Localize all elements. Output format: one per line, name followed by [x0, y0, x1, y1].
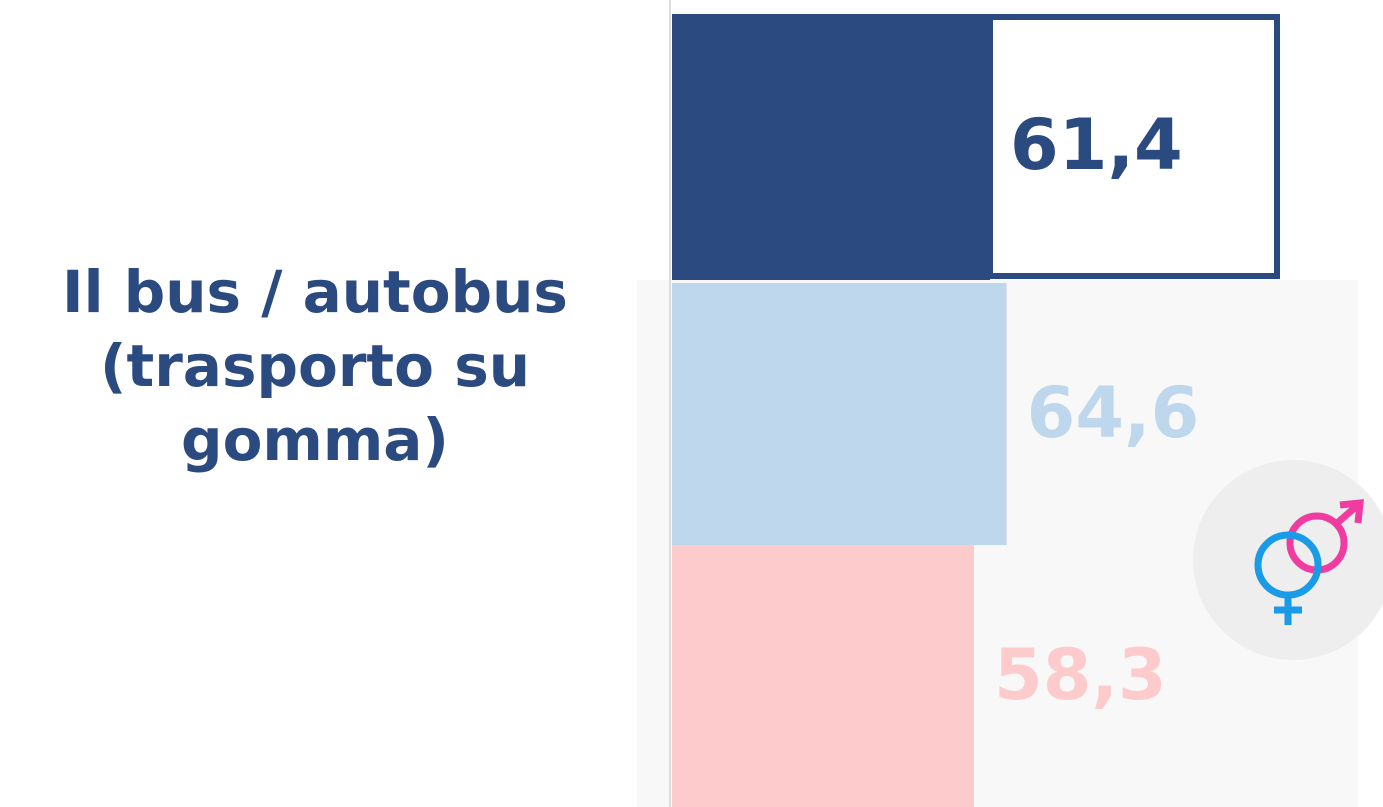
value-label: 58,3: [994, 634, 1167, 716]
gender-icon: [1254, 499, 1364, 625]
bar: [672, 283, 1007, 545]
value-label: 64,6: [1027, 372, 1200, 454]
bar: [672, 545, 974, 807]
category-label: Il bus / autobus (trasporto su gomma): [62, 258, 568, 475]
gender-icon-bg: [1193, 460, 1383, 660]
value-box: [987, 14, 1280, 279]
bar: [672, 14, 991, 280]
value-label: 61,4: [1010, 104, 1183, 186]
